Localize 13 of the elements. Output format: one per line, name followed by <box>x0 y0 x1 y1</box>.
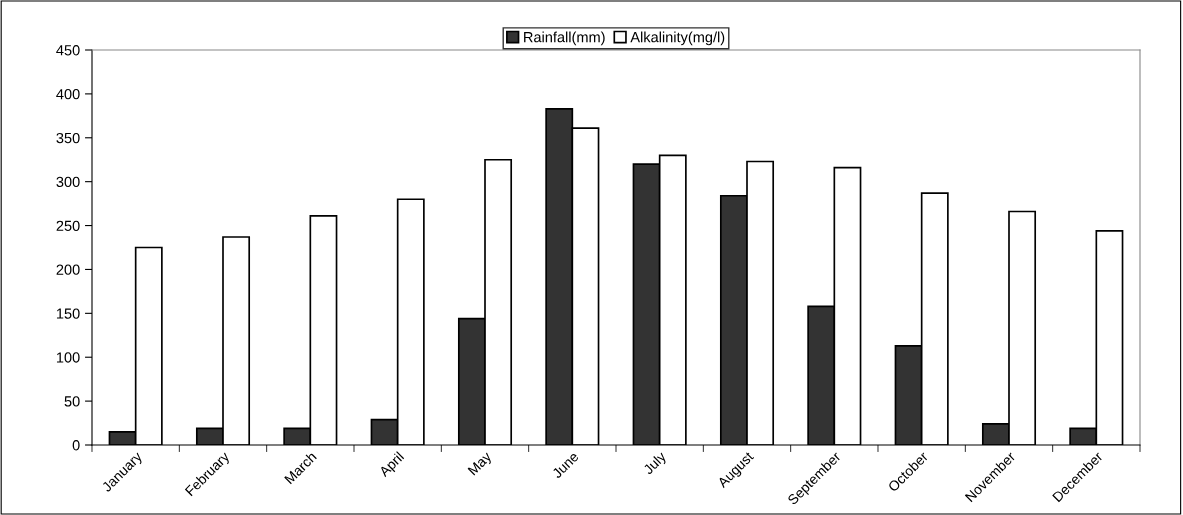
y-tick-label: 50 <box>64 396 80 407</box>
y-tick-label: 350 <box>56 132 80 144</box>
y-tick-label: 150 <box>56 308 80 319</box>
y-tick-label: 250 <box>56 220 80 231</box>
y-tick-label: 200 <box>56 264 80 275</box>
legend-label: Rainfall(mm) <box>524 31 605 46</box>
y-tick-label: 100 <box>56 352 80 363</box>
y-tick-label: 400 <box>56 88 80 100</box>
x-tick-label: July <box>642 450 669 478</box>
legend-label: Alkalinity(mg/l) <box>630 31 725 46</box>
y-tick-label: 450 <box>56 45 80 56</box>
y-tick-label: 300 <box>56 176 80 188</box>
y-tick-label: 0 <box>72 440 80 451</box>
